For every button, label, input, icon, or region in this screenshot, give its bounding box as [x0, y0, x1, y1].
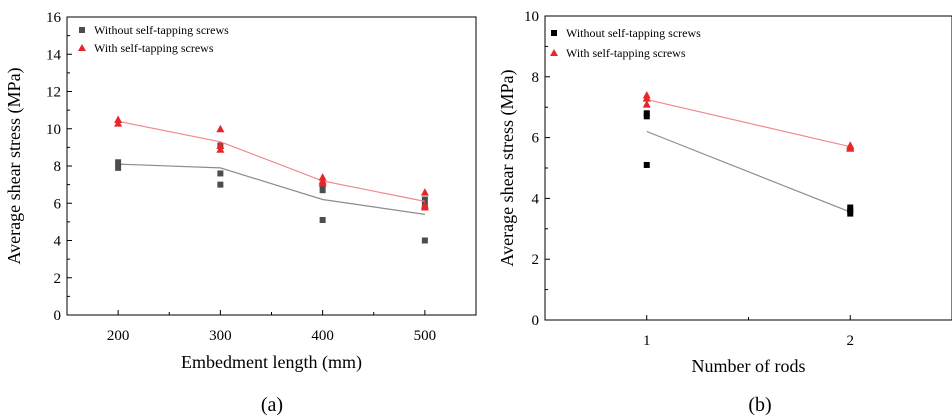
data-point-triangle: [420, 202, 429, 211]
chart-panel-a: 0 2 4 6 8 10 12 14 16 200 300 400 500 Embedment lengt…: [4, 10, 477, 416]
y-tick-label: 16: [46, 10, 62, 26]
y-tick-label: 14: [46, 47, 62, 63]
x-tick-label: 300: [209, 328, 232, 344]
data-point-square: [643, 161, 650, 168]
y-tick-label: 10: [46, 122, 61, 138]
y-tick-label: 8: [532, 70, 540, 86]
legend: Without self-tapping screws With self-tap…: [550, 26, 701, 60]
y-axis-title: Average shear stress (MPa): [497, 69, 518, 266]
data-point-triangle: [846, 144, 855, 152]
x-axis-title: Number of rods: [692, 356, 806, 376]
series-with-screws: [642, 91, 855, 152]
data-point-square: [319, 187, 326, 194]
trend-line: [646, 130, 851, 213]
legend-marker-triangle: [550, 49, 558, 56]
data-point-square: [421, 237, 428, 244]
trend-line: [646, 99, 851, 148]
data-point-triangle: [216, 124, 225, 133]
data-point-triangle: [216, 145, 225, 153]
data-point-triangle: [642, 94, 651, 102]
data-point-triangle: [114, 119, 123, 127]
y-tick-label: 2: [532, 252, 540, 268]
data-point-triangle: [318, 178, 327, 187]
trend-line: [117, 120, 426, 202]
y-tick-label: 12: [46, 85, 61, 101]
y-tick-label: 6: [54, 196, 62, 212]
y-tick-label: 0: [54, 308, 62, 324]
data-point-square: [217, 181, 224, 188]
data-point-square: [115, 164, 122, 171]
legend-label: Without self-tapping screws: [94, 23, 229, 37]
series-with-screws: [114, 115, 429, 211]
data-point-square: [643, 113, 650, 120]
y-tick-label: 0: [532, 313, 540, 329]
y-tick-label: 8: [54, 159, 62, 175]
series-without-screws: [643, 110, 854, 217]
y-tick-label: 6: [532, 131, 540, 147]
legend-marker-triangle: [78, 44, 86, 51]
panel-label: (b): [748, 394, 771, 416]
x-tick-label: 2: [847, 333, 855, 349]
data-point-square: [847, 207, 854, 214]
data-point-square: [319, 217, 326, 224]
x-tick-label: 1: [643, 333, 651, 349]
y-tick-label: 4: [54, 234, 62, 250]
legend-marker-square: [79, 27, 85, 33]
x-tick-label: 200: [107, 328, 130, 344]
x-tick-label: 500: [414, 328, 437, 344]
y-tick-label: 4: [532, 191, 540, 207]
data-point-square: [115, 159, 122, 166]
legend-label: Without self-tapping screws: [566, 26, 701, 40]
legend: Without self-tapping screws With self-tap…: [78, 23, 229, 55]
legend-marker-square: [551, 30, 557, 36]
plot-frame: [66, 16, 477, 316]
data-point-square: [421, 196, 428, 203]
x-tick-label: 400: [311, 328, 334, 344]
y-tick-label: 10: [524, 9, 539, 25]
legend-label: With self-tapping screws: [94, 41, 214, 55]
data-point-triangle: [642, 100, 651, 108]
legend-label: With self-tapping screws: [566, 46, 686, 60]
trend-line: [118, 163, 425, 215]
x-axis-title: Embedment length (mm): [181, 352, 362, 373]
data-point-square: [847, 210, 854, 217]
data-point-square: [643, 110, 650, 117]
data-point-square: [217, 170, 224, 177]
plot-frame: [544, 15, 952, 321]
y-tick-label: 2: [54, 271, 62, 287]
data-point-square: [847, 204, 854, 211]
data-point-triangle: [420, 188, 429, 196]
panel-label: (a): [261, 394, 283, 416]
y-axis-title: Average shear stress (MPa): [4, 67, 25, 264]
